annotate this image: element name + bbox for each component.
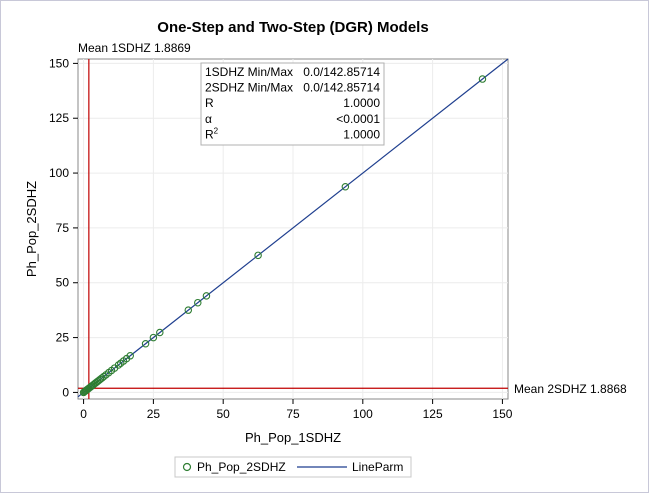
y-tick-label: 150: [49, 56, 69, 70]
data-point: [114, 361, 123, 369]
stats-row-label: 1SDHZ Min/Max: [205, 65, 293, 79]
x-tick-label: 100: [353, 407, 373, 421]
x-tick-label: 125: [423, 407, 443, 421]
data-point: [341, 183, 350, 191]
x-tick-label: 150: [492, 407, 512, 421]
data-point: [126, 352, 134, 360]
stats-row-value: 0.0/142.85714: [303, 81, 380, 95]
axes: 0 25 50 75 100 125 150 0 25 50 75 100 125 150: [49, 56, 513, 421]
stats-row-value: 1.0000: [343, 127, 380, 141]
y-tick-label: 25: [56, 331, 70, 345]
data-point: [254, 251, 262, 260]
data-point: [202, 292, 211, 300]
y-tick-label: 125: [49, 111, 69, 125]
legend-label-points: Ph_Pop_2SDHZ: [197, 460, 286, 474]
legend-label-line: LineParm: [352, 460, 403, 474]
fit-line-layer: [77, 58, 509, 398]
legend-box: [174, 456, 412, 478]
data-point: [149, 333, 158, 342]
y-tick-label: 75: [56, 221, 70, 235]
reference-lines: [78, 59, 508, 399]
stats-row-value: 1.0000: [343, 96, 380, 110]
data-point: [141, 339, 150, 348]
ref-line-y-label: Mean 2SDHZ 1.8868: [514, 382, 627, 396]
x-axis-label: Ph_Pop_1SDHZ: [245, 430, 341, 445]
data-point: [184, 306, 193, 314]
stats-row-label: α: [205, 112, 212, 126]
data-point: [156, 328, 164, 337]
chart-title: One-Step and Two-Step (DGR) Models: [157, 19, 428, 36]
x-tick-label: 50: [217, 407, 231, 421]
stats-row-value: <0.0001: [336, 112, 380, 126]
x-tick-label: 75: [286, 407, 300, 421]
data-point: [194, 298, 202, 307]
y-tick-label: 50: [56, 276, 70, 290]
stats-row-label: 2SDHZ Min/Max: [205, 81, 293, 95]
data-point: [478, 75, 487, 83]
legend-marker-circle: [182, 462, 192, 472]
stats-row-value: 0.0/142.85714: [303, 65, 380, 79]
data-point: [99, 372, 108, 381]
ref-line-x-label: Mean 1SDHZ 1.8869: [78, 41, 191, 55]
fit-line: [77, 58, 509, 398]
legend: Ph_Pop_2SDHZ LineParm: [174, 456, 412, 478]
y-tick-label: 0: [62, 385, 69, 399]
x-tick-label: 0: [80, 407, 87, 421]
stats-inset-box: [200, 62, 385, 146]
stats-inset: 1SDHZ Min/Max 0.0/142.85714 2SDHZ Min/Max 0…: [200, 62, 385, 146]
data-points: [79, 75, 487, 397]
y-tick-label: 100: [49, 166, 69, 180]
x-tick-label: 25: [147, 407, 161, 421]
stats-row-label: R: [205, 96, 214, 110]
y-axis-label: Ph_Pop_2SDHZ: [24, 181, 39, 277]
